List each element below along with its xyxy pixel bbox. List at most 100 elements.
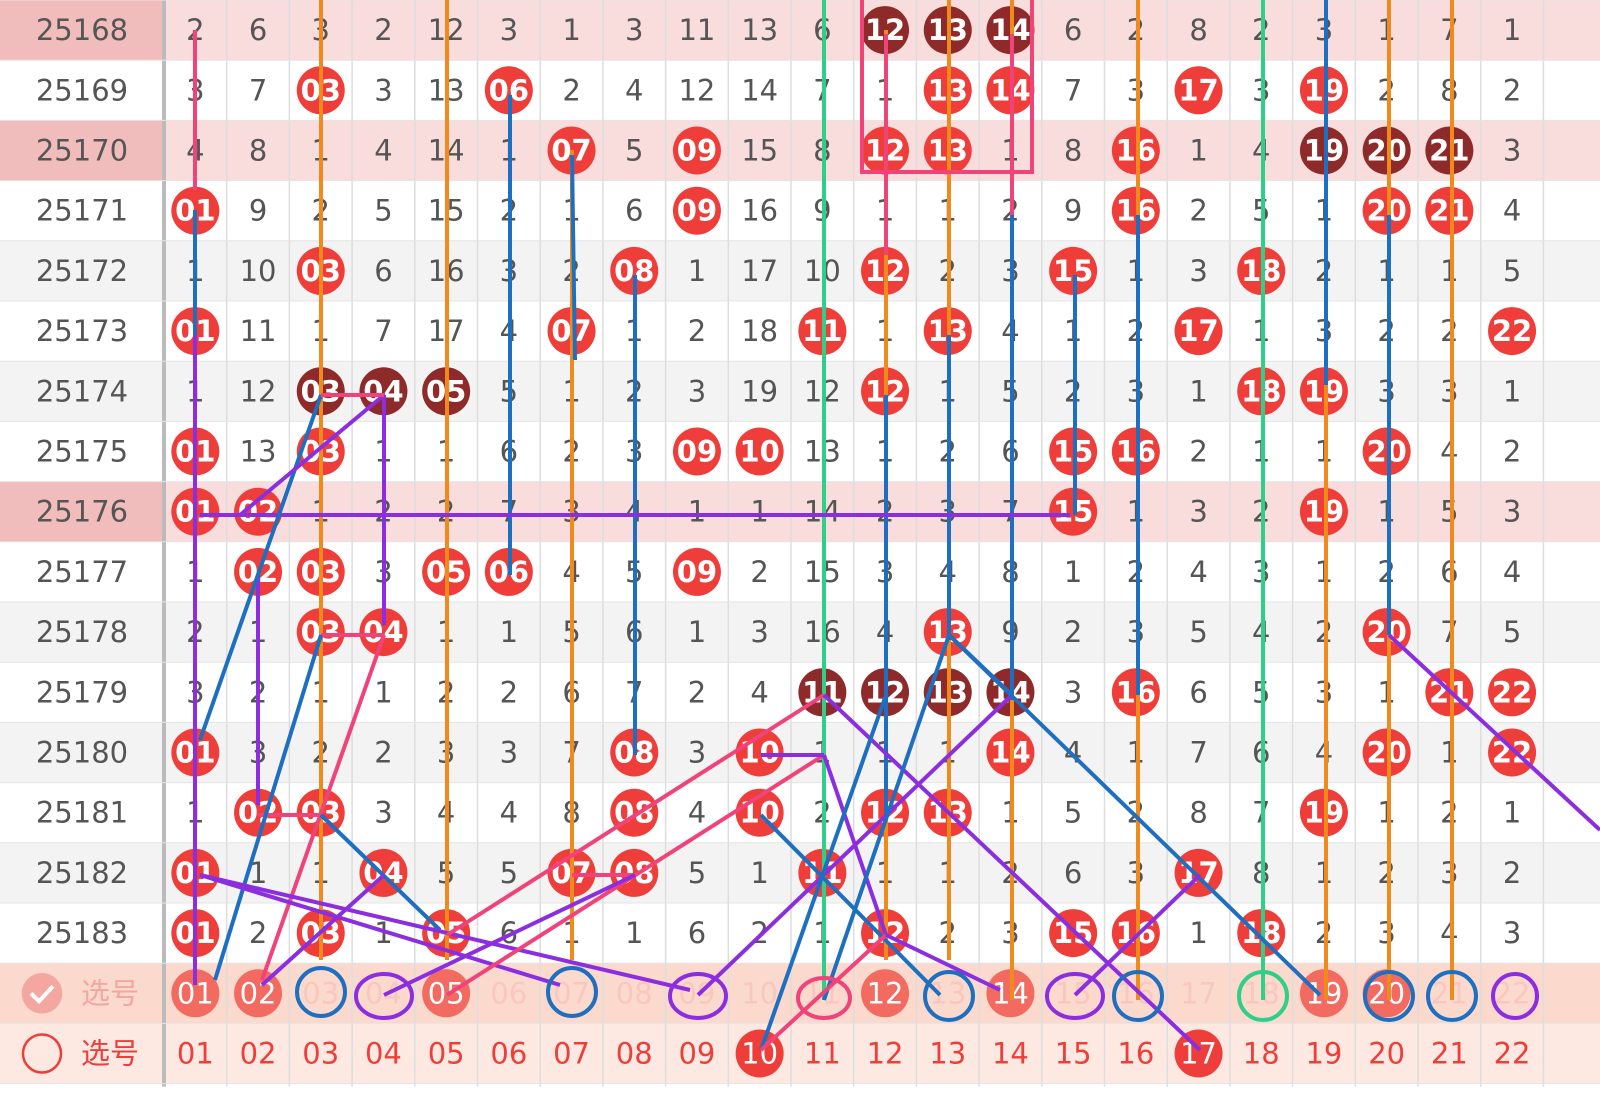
miss-count: 17 xyxy=(428,314,465,348)
select-number[interactable]: 11 xyxy=(804,976,841,1010)
ball-number: 11 xyxy=(802,856,842,890)
ball-number: 20 xyxy=(1366,615,1406,649)
select-number[interactable]: 17 xyxy=(1180,976,1217,1010)
select-number[interactable]: 15 xyxy=(1055,976,1092,1010)
miss-count: 10 xyxy=(804,254,841,288)
ball-number: 20 xyxy=(1366,736,1406,770)
select-number[interactable]: 15 xyxy=(1055,1037,1092,1071)
red-ball xyxy=(1174,66,1223,115)
red-ball xyxy=(484,66,533,115)
select-number[interactable]: 21 xyxy=(1431,1037,1468,1071)
issue-cell-bg xyxy=(0,782,164,843)
miss-count: 3 xyxy=(1127,615,1145,649)
miss-count: 1 xyxy=(1189,374,1207,408)
miss-count: 1 xyxy=(312,495,330,529)
miss-count: 1 xyxy=(186,796,204,830)
issue-number: 25178 xyxy=(36,615,128,649)
ball-number: 01 xyxy=(175,435,215,469)
select-number[interactable]: 18 xyxy=(1243,1037,1280,1071)
select-number[interactable]: 08 xyxy=(616,1037,653,1071)
miss-count: 2 xyxy=(562,73,580,107)
select-number[interactable]: 19 xyxy=(1305,976,1342,1010)
ball-number: 01 xyxy=(175,916,215,950)
select-number[interactable]: 10 xyxy=(741,1037,778,1071)
miss-count: 2 xyxy=(876,495,894,529)
select-number[interactable]: 18 xyxy=(1243,976,1280,1010)
miss-count: 7 xyxy=(1064,73,1082,107)
miss-count: 1 xyxy=(1377,13,1395,47)
miss-count: 5 xyxy=(500,856,518,890)
red-ball xyxy=(672,126,721,175)
red-ball xyxy=(735,427,784,476)
select-number[interactable]: 02 xyxy=(240,1037,277,1071)
miss-count: 2 xyxy=(1001,194,1019,228)
select-number[interactable]: 20 xyxy=(1368,1037,1405,1071)
miss-count: 8 xyxy=(1001,555,1019,589)
miss-count: 19 xyxy=(741,374,778,408)
miss-count: 2 xyxy=(688,314,706,348)
miss-count: 15 xyxy=(428,194,465,228)
miss-count: 1 xyxy=(1252,314,1270,348)
issue-number: 25179 xyxy=(36,675,128,709)
miss-count: 3 xyxy=(750,615,768,649)
select-number[interactable]: 20 xyxy=(1368,976,1405,1010)
select-number[interactable]: 14 xyxy=(992,976,1029,1010)
select-number[interactable]: 16 xyxy=(1117,1037,1154,1071)
select-number[interactable]: 17 xyxy=(1180,1037,1217,1071)
select-label: 选号 xyxy=(81,1037,139,1071)
ball-number: 06 xyxy=(489,73,529,107)
miss-count: 3 xyxy=(939,495,957,529)
issue-number: 25177 xyxy=(36,555,128,589)
miss-count: 1 xyxy=(1377,495,1395,529)
select-number[interactable]: 13 xyxy=(929,1037,966,1071)
select-number[interactable]: 10 xyxy=(741,976,778,1010)
select-number[interactable]: 13 xyxy=(929,976,966,1010)
select-number[interactable]: 02 xyxy=(240,976,277,1010)
miss-count: 7 xyxy=(1189,736,1207,770)
select-number[interactable]: 12 xyxy=(867,976,904,1010)
miss-count: 7 xyxy=(249,73,267,107)
miss-count: 2 xyxy=(1503,856,1521,890)
select-number[interactable]: 16 xyxy=(1117,976,1154,1010)
select-number[interactable]: 07 xyxy=(553,976,590,1010)
select-number[interactable]: 03 xyxy=(302,1037,339,1071)
ball-number: 10 xyxy=(739,796,779,830)
issue-number: 25183 xyxy=(36,916,128,950)
miss-count: 2 xyxy=(249,675,267,709)
miss-count: 4 xyxy=(625,73,643,107)
ball-number: 01 xyxy=(175,194,215,228)
select-number[interactable]: 07 xyxy=(553,1037,590,1071)
miss-count: 3 xyxy=(1315,314,1333,348)
select-number[interactable]: 19 xyxy=(1305,1037,1342,1071)
miss-count: 3 xyxy=(1377,916,1395,950)
select-number[interactable]: 12 xyxy=(867,1037,904,1071)
select-number[interactable]: 22 xyxy=(1494,976,1531,1010)
select-number[interactable]: 11 xyxy=(804,1037,841,1071)
select-number[interactable]: 09 xyxy=(678,1037,715,1071)
select-number[interactable]: 04 xyxy=(365,976,402,1010)
ball-number: 10 xyxy=(739,736,779,770)
miss-count: 2 xyxy=(1252,13,1270,47)
miss-count: 1 xyxy=(1001,796,1019,830)
select-number[interactable]: 04 xyxy=(365,1037,402,1071)
ball-number: 12 xyxy=(865,796,905,830)
select-number[interactable]: 01 xyxy=(177,976,214,1010)
issue-cell-bg xyxy=(0,421,164,482)
select-number[interactable]: 01 xyxy=(177,1037,214,1071)
ball-number: 01 xyxy=(175,495,215,529)
select-number[interactable]: 05 xyxy=(428,1037,465,1071)
select-number[interactable]: 03 xyxy=(302,976,339,1010)
select-number[interactable]: 06 xyxy=(490,1037,527,1071)
select-number[interactable]: 05 xyxy=(428,976,465,1010)
select-number[interactable]: 06 xyxy=(490,976,527,1010)
miss-count: 2 xyxy=(750,555,768,589)
row-bg xyxy=(0,602,1600,663)
select-number[interactable]: 08 xyxy=(616,976,653,1010)
miss-count: 3 xyxy=(374,555,392,589)
select-number[interactable]: 14 xyxy=(992,1037,1029,1071)
miss-count: 3 xyxy=(1001,254,1019,288)
select-number[interactable]: 09 xyxy=(678,976,715,1010)
select-number[interactable]: 22 xyxy=(1494,1037,1531,1071)
select-number[interactable]: 21 xyxy=(1431,976,1468,1010)
